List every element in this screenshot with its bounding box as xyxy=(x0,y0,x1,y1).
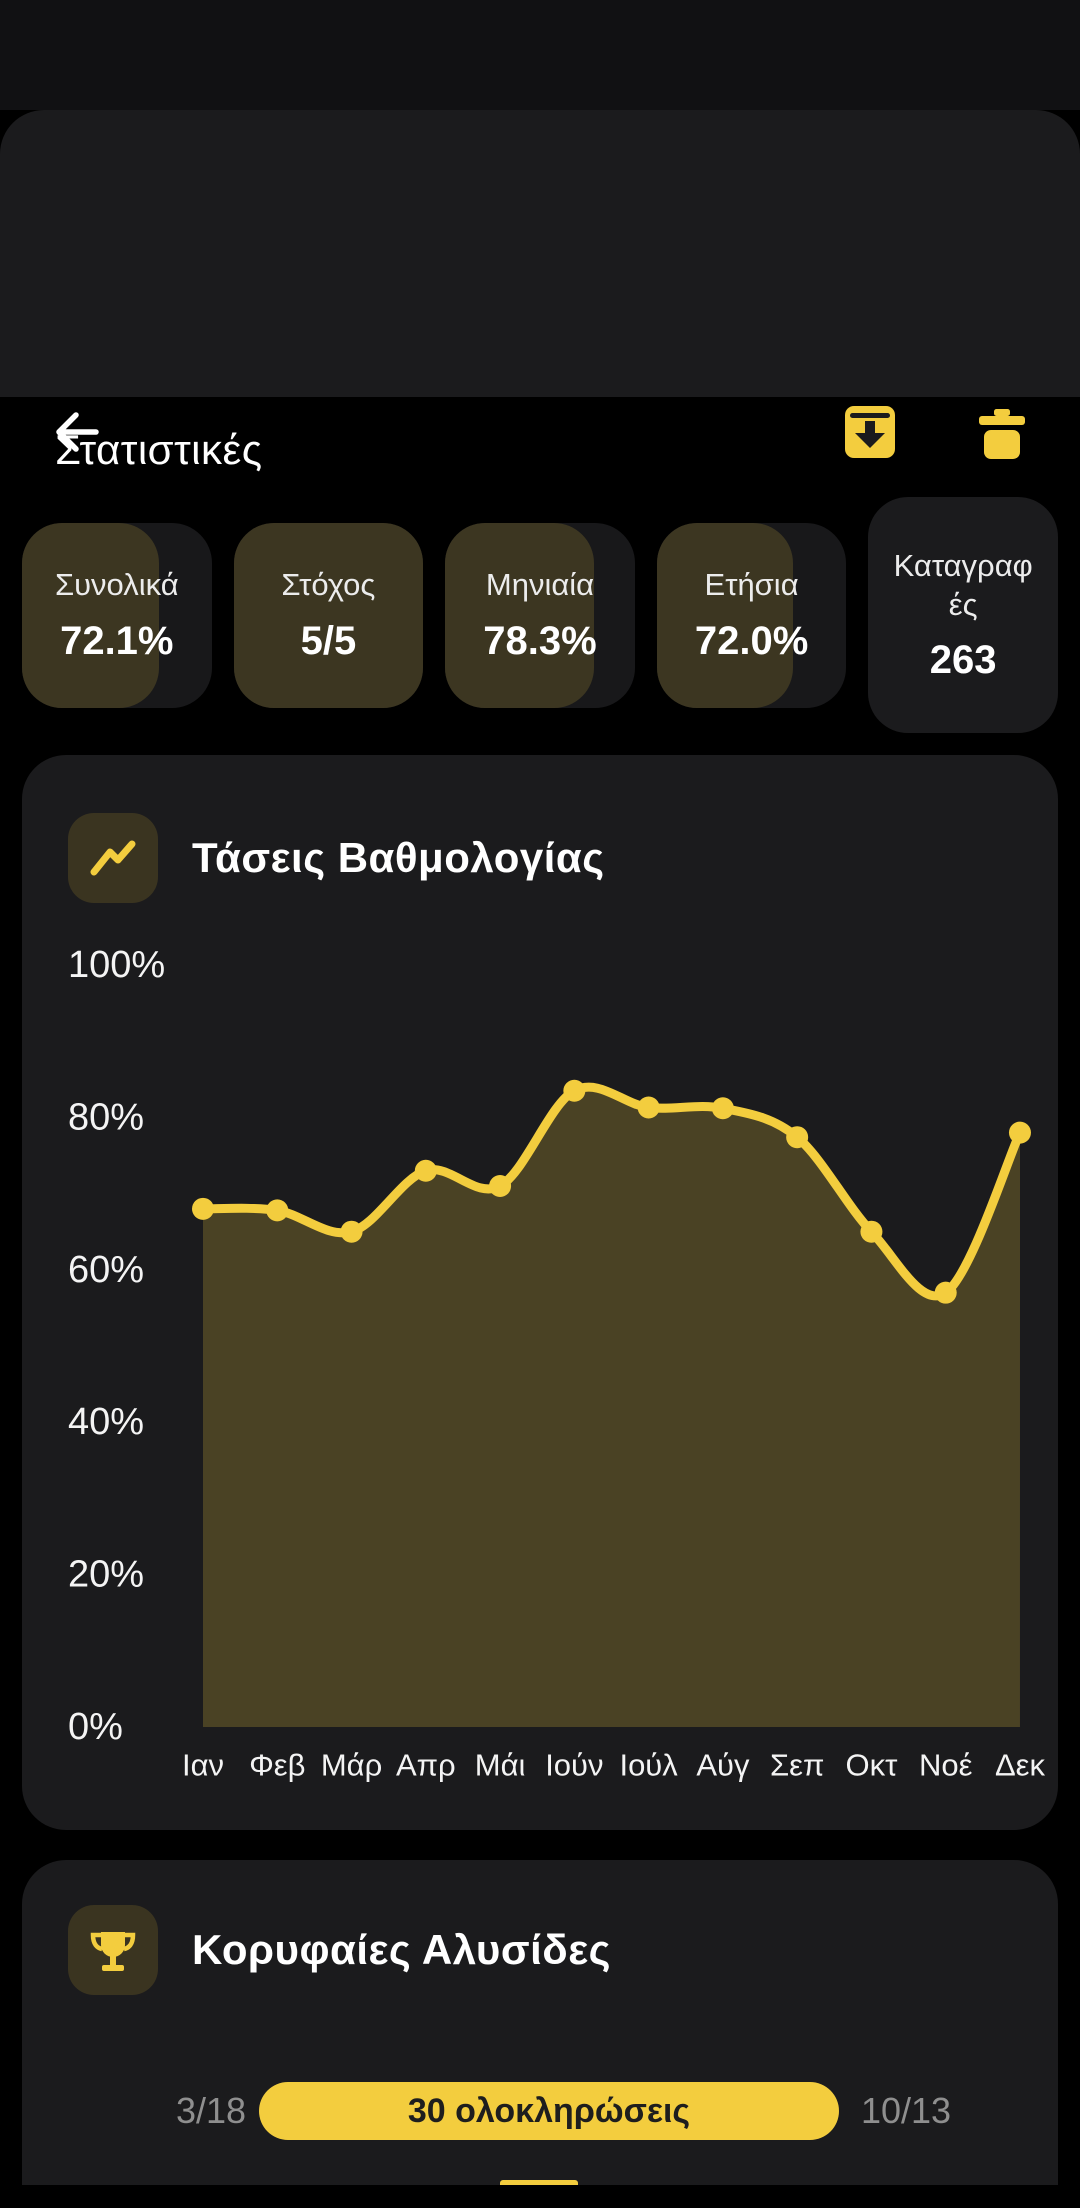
stat-card: Καταγραφές 263 xyxy=(868,497,1058,733)
x-axis-month-label: Φεβ xyxy=(249,1748,305,1783)
download-icon xyxy=(845,406,895,458)
data-point xyxy=(934,1281,957,1304)
x-axis-month-label: Αύγ xyxy=(696,1748,750,1783)
data-point xyxy=(489,1174,512,1197)
x-axis-month-label: Ιαν xyxy=(182,1748,224,1783)
stat-content: Ετήσια 72.0% xyxy=(657,523,847,708)
arrow-left-icon xyxy=(56,412,99,452)
streaks-card-header: Κορυφαίες Αλυσίδες xyxy=(22,1860,1058,1995)
data-point xyxy=(1008,1121,1031,1144)
streak-end-date: 10/13 xyxy=(860,2090,952,2131)
stat-label: Καταγραφές xyxy=(893,547,1033,622)
back-button[interactable] xyxy=(48,402,108,462)
stat-value: 72.1% xyxy=(60,618,174,663)
stat-content: Στόχος 5/5 xyxy=(234,523,424,708)
x-axis-month-label: Δεκ xyxy=(995,1748,1046,1783)
stat-progress-fill xyxy=(233,522,424,708)
stat-card: Ετήσια 72.0% xyxy=(656,522,847,708)
stat-card: Στόχος 5/5 xyxy=(233,522,424,708)
streak-start-date: 3/18 xyxy=(175,2090,247,2131)
stat-value: 5/5 xyxy=(300,618,357,663)
x-axis-month-label: Οκτ xyxy=(846,1748,898,1783)
x-axis-month-label: Νοέ xyxy=(919,1748,973,1783)
x-axis-month-label: Σεπ xyxy=(770,1748,824,1783)
stat-label: Ετήσια xyxy=(704,567,799,603)
stat-value: 263 xyxy=(929,638,997,683)
y-axis-tick: 40% xyxy=(68,1401,144,1443)
next-streak-badge-partial xyxy=(500,2180,578,2185)
x-axis-month-label: Απρ xyxy=(396,1748,456,1783)
data-point xyxy=(340,1220,363,1243)
stat-value: 78.3% xyxy=(483,618,597,663)
y-axis-tick: 80% xyxy=(68,1096,144,1138)
streaks-title: Κορυφαίες Αλυσίδες xyxy=(192,1926,612,1973)
y-axis-tick: 60% xyxy=(68,1249,144,1291)
x-axis-month-label: Ιούλ xyxy=(619,1748,678,1783)
status-bar-area xyxy=(0,0,1080,110)
chart-card-header: Τάσεις Βαθμολογίας xyxy=(22,755,1058,903)
trophy-icon xyxy=(68,1905,158,1995)
stat-progress-fill xyxy=(656,522,794,708)
data-point xyxy=(266,1199,289,1222)
stat-content: Καταγραφές 263 xyxy=(868,497,1058,733)
completions-badge: 30 ολοκληρώσεις xyxy=(259,2082,839,2140)
data-point xyxy=(860,1220,883,1243)
x-axis-month-label: Μάι xyxy=(475,1748,526,1783)
app-bar xyxy=(0,110,1080,459)
trash-icon xyxy=(979,409,1025,459)
x-axis-month-label: Ιούν xyxy=(545,1748,603,1783)
page-title: Στατιστικές xyxy=(55,426,263,473)
data-point xyxy=(192,1197,214,1220)
chart-title: Τάσεις Βαθμολογίας xyxy=(192,834,605,881)
stat-progress-fill xyxy=(22,522,159,708)
stat-content: Μηνιαία 78.3% xyxy=(445,523,635,708)
chart-area-fill xyxy=(203,1087,1020,1727)
data-point xyxy=(563,1079,586,1102)
stat-label: Συνολικά xyxy=(54,567,179,603)
data-point xyxy=(711,1097,734,1120)
data-point xyxy=(637,1096,660,1119)
data-point xyxy=(786,1126,809,1149)
delete-button[interactable] xyxy=(979,409,1025,459)
x-axis-month-label: Μάρ xyxy=(321,1748,382,1783)
stat-label: Μηνιαία xyxy=(485,567,595,603)
trending-up-icon xyxy=(68,813,158,903)
stat-content: Συνολικά 72.1% xyxy=(22,523,212,708)
stat-card: Συνολικά 72.1% xyxy=(22,522,212,708)
stats-summary-row[interactable]: Συνολικά 72.1% Στόχος 5/5 Μηνιαία 78.3% Ετήσια… xyxy=(0,497,1080,733)
stat-progress-fill xyxy=(445,522,594,708)
y-axis-tick: 0% xyxy=(68,1706,123,1748)
y-axis-tick: 20% xyxy=(68,1554,144,1596)
data-point xyxy=(414,1159,437,1182)
stat-card: Μηνιαία 78.3% xyxy=(445,522,635,708)
stat-value: 72.0% xyxy=(694,618,809,663)
export-button[interactable] xyxy=(845,406,895,458)
top-streaks-card: Κορυφαίες Αλυσίδες 3/18 30 ολοκληρώσεις … xyxy=(22,1860,1058,2185)
score-trends-chart: 100% 80% 60% 40% 20% 0% Ιαν Φεβ Μάρ Απρ Μάι Ιούν Ιού… xyxy=(68,944,1046,1783)
y-axis-tick: 100% xyxy=(68,944,165,986)
score-trends-card: 100% 80% 60% 40% 20% 0% Ιαν Φεβ Μάρ Απρ Μάι Ιούν Ιού… xyxy=(22,755,1058,1830)
streak-row[interactable]: 3/18 30 ολοκληρώσεις 10/13 xyxy=(22,2082,1058,2140)
stat-label: Στόχος xyxy=(281,567,376,603)
